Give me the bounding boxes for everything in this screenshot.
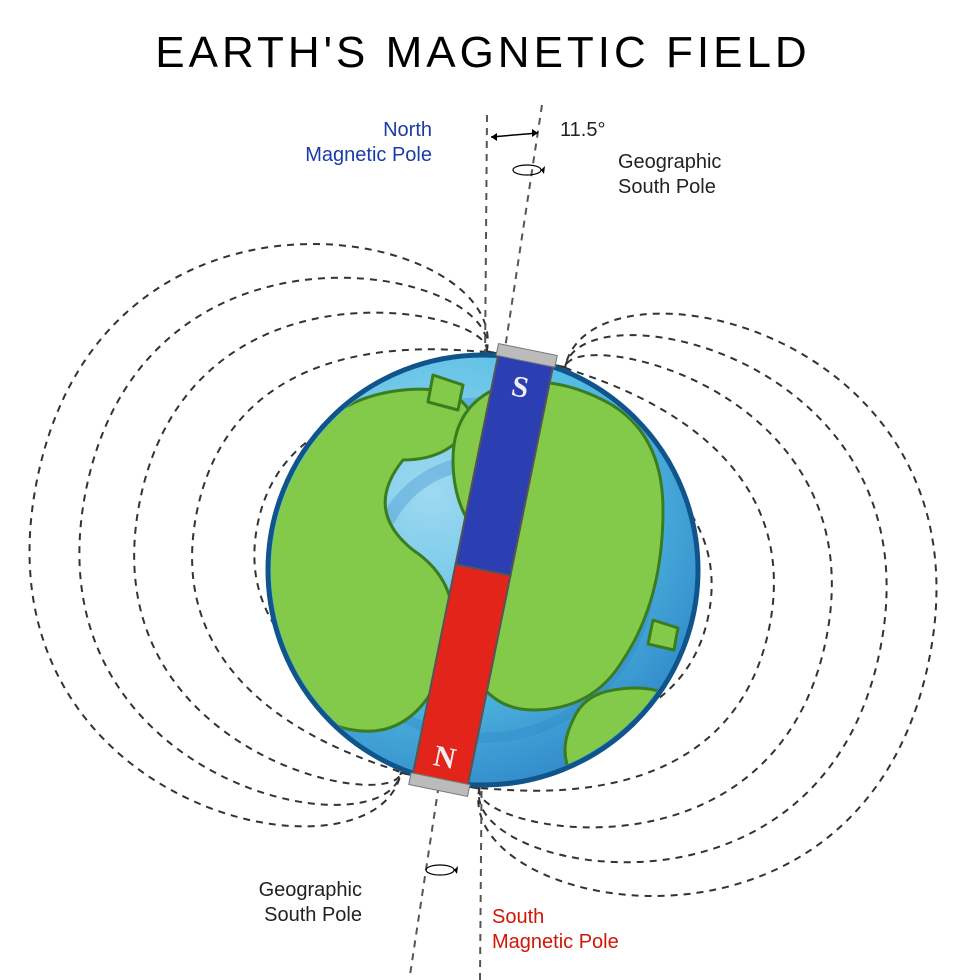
south-magnetic-pole-label: SouthMagnetic Pole	[492, 905, 619, 955]
geographic-south-pole-label-top: GeographicSouth Pole	[618, 150, 721, 200]
spin-marker-top-arrow	[541, 166, 545, 174]
angle-arrow-head	[491, 133, 497, 141]
north-magnetic-pole-label: NorthMagnetic Pole	[305, 118, 432, 168]
diagram-svg: SN	[0, 0, 966, 980]
angle-label: 11.5°	[560, 118, 605, 143]
geographic-south-pole-label-bottom: GeographicSouth Pole	[259, 878, 362, 928]
spin-marker-bottom	[426, 865, 454, 875]
angle-arrow-line	[491, 133, 538, 137]
spin-marker-top	[513, 165, 541, 175]
spin-marker-bottom-arrow	[454, 866, 458, 874]
